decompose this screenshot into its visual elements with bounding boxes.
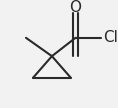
- Text: Cl: Cl: [103, 30, 118, 45]
- Text: O: O: [70, 0, 82, 15]
